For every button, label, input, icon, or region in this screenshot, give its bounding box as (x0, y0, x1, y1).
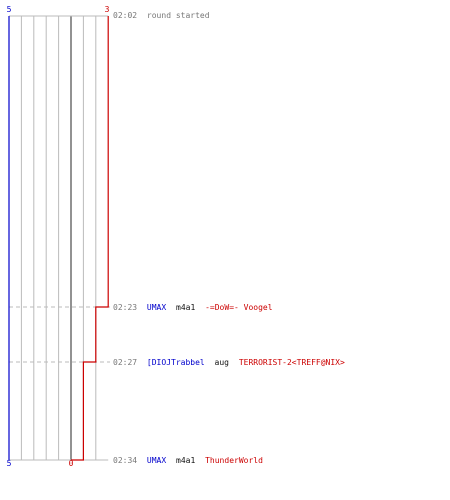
event-row: 02:34 UMAX m4a1 ThunderWorld (113, 456, 263, 465)
weapon-name: m4a1 (176, 456, 195, 465)
round-start-row: 02:02 round started (113, 11, 210, 20)
t-start-count: 3 (105, 5, 110, 14)
ct-end-count: 5 (7, 459, 12, 468)
event-row: 02:23 UMAX m4a1 -=DoW=- Voogel (113, 303, 273, 312)
start-timestamp: 02:02 (113, 11, 137, 20)
event-timestamp: 02:23 (113, 303, 137, 312)
victim-name: TERRORIST-2<TREFF@NIX> (239, 358, 345, 367)
start-message: round started (147, 11, 210, 20)
t-end-count: 0 (69, 459, 74, 468)
ct-start-count: 5 (7, 5, 12, 14)
t-alive-step-line (71, 16, 109, 461)
weapon-name: aug (215, 358, 230, 367)
event-timestamp: 02:34 (113, 456, 137, 465)
event-timestamp: 02:27 (113, 358, 137, 367)
event-dashed-lines (9, 306, 110, 363)
event-row: 02:27 [DIOJTrabbel aug TERRORIST-2<TREFF… (113, 358, 345, 367)
killer-name: [DIOJTrabbel (147, 358, 205, 367)
kill-event-list: 02:23 UMAX m4a1 -=DoW=- Voogel 02:27 [DI… (113, 303, 345, 465)
victim-name: -=DoW=- Voogel (205, 303, 273, 312)
killer-name: UMAX (147, 303, 166, 312)
weapon-name: m4a1 (176, 303, 195, 312)
killer-name: UMAX (147, 456, 166, 465)
player-grid-lines (9, 15, 109, 461)
victim-name: ThunderWorld (205, 456, 263, 465)
